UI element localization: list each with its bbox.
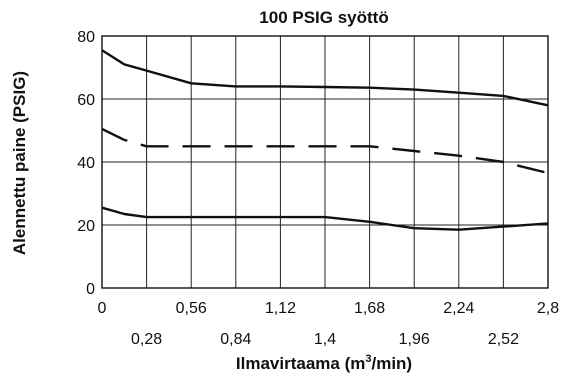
y-tick-label: 60 (77, 92, 95, 109)
x-tick-label: 2,8 (537, 300, 559, 317)
series-line-1 (101, 49, 549, 107)
x-tick-label: 0 (98, 300, 107, 317)
x-axis-label: Ilmavirtaama (m3/min) (236, 353, 412, 373)
chart-title: 100 PSIG syöttö (259, 8, 388, 27)
y-tick-labels: 0 20 40 60 80 (77, 29, 95, 298)
x-tick-labels: 0 0,56 1,12 1,68 2,24 2,8 0,28 0,84 1,4 1,96 2,52 (98, 300, 560, 348)
x-tick-label: 1,4 (314, 331, 336, 348)
x-tick-label: 2,52 (488, 331, 519, 348)
x-tick-label: 2,24 (443, 300, 474, 317)
y-axis-label: Alennettu paine (PSIG) (10, 71, 29, 255)
y-tick-label: 40 (77, 155, 95, 172)
series-line-2 (101, 127, 549, 175)
y-tick-label: 20 (77, 218, 95, 235)
plot-frame (101, 35, 549, 289)
series-line-3 (101, 206, 549, 231)
x-tick-label: 1,96 (399, 331, 430, 348)
grid-lines (102, 36, 548, 288)
x-tick-label: 1,12 (265, 300, 296, 317)
y-tick-label: 0 (86, 281, 95, 298)
y-tick-label: 80 (77, 29, 95, 46)
x-tick-label: 1,68 (354, 300, 385, 317)
series-lines (101, 49, 549, 231)
x-tick-label: 0,28 (131, 331, 162, 348)
x-tick-label: 0,56 (176, 300, 207, 317)
x-tick-label: 0,84 (220, 331, 251, 348)
